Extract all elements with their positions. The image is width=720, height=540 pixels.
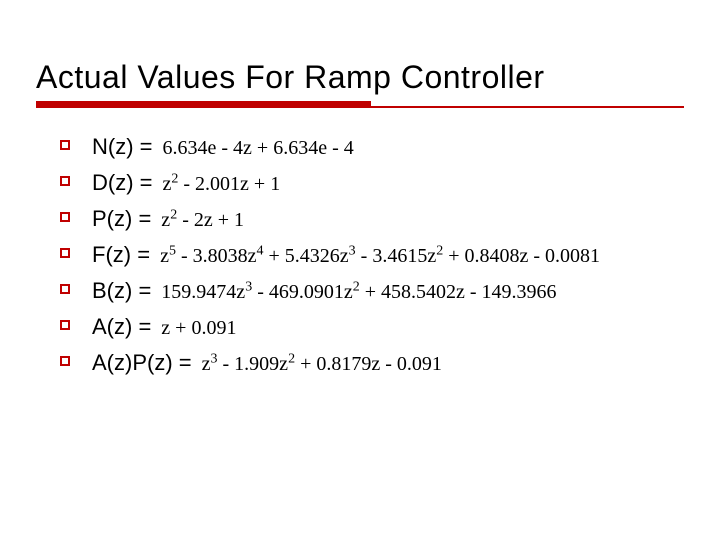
- equation-expression: z2 - 2z + 1: [161, 207, 244, 234]
- list-item: A(z)P(z) = z3 - 1.909z2 + 0.8179z - 0.09…: [60, 348, 680, 378]
- equation-label: A(z) =: [92, 312, 151, 342]
- bullet-icon: [60, 356, 70, 366]
- equation-expression: z3 - 1.909z2 + 0.8179z - 0.091: [202, 351, 442, 378]
- content-list: N(z) = 6.634e - 4z + 6.634e - 4 D(z) = z…: [60, 132, 680, 384]
- bullet-icon: [60, 176, 70, 186]
- bullet-icon: [60, 140, 70, 150]
- title-block: Actual Values For Ramp Controller: [36, 60, 684, 109]
- equation-expression: z + 0.091: [161, 315, 236, 342]
- equation-expression: 6.634e - 4z + 6.634e - 4: [163, 135, 354, 162]
- equation-label: F(z) =: [92, 240, 150, 270]
- bullet-icon: [60, 284, 70, 294]
- list-item: N(z) = 6.634e - 4z + 6.634e - 4: [60, 132, 680, 162]
- equation-label: B(z) =: [92, 276, 151, 306]
- list-item: A(z) = z + 0.091: [60, 312, 680, 342]
- list-item: F(z) = z5 - 3.8038z4 + 5.4326z3 - 3.4615…: [60, 240, 680, 270]
- bullet-icon: [60, 320, 70, 330]
- title-underline: [36, 101, 684, 109]
- bullet-icon: [60, 248, 70, 258]
- equation-label: P(z) =: [92, 204, 151, 234]
- slide: Actual Values For Ramp Controller N(z) =…: [0, 0, 720, 540]
- slide-title: Actual Values For Ramp Controller: [36, 60, 684, 95]
- list-item: D(z) = z2 - 2.001z + 1: [60, 168, 680, 198]
- list-item: B(z) = 159.9474z3 - 469.0901z2 + 458.540…: [60, 276, 680, 306]
- equation-expression: z5 - 3.8038z4 + 5.4326z3 - 3.4615z2 + 0.…: [160, 243, 600, 270]
- equation-label: N(z) =: [92, 132, 153, 162]
- equation-expression: z2 - 2.001z + 1: [163, 171, 281, 198]
- equation-label: D(z) =: [92, 168, 153, 198]
- bullet-icon: [60, 212, 70, 222]
- list-item: P(z) = z2 - 2z + 1: [60, 204, 680, 234]
- equation-expression: 159.9474z3 - 469.0901z2 + 458.5402z - 14…: [161, 279, 556, 306]
- equation-label: A(z)P(z) =: [92, 348, 192, 378]
- underline-thin: [36, 106, 684, 108]
